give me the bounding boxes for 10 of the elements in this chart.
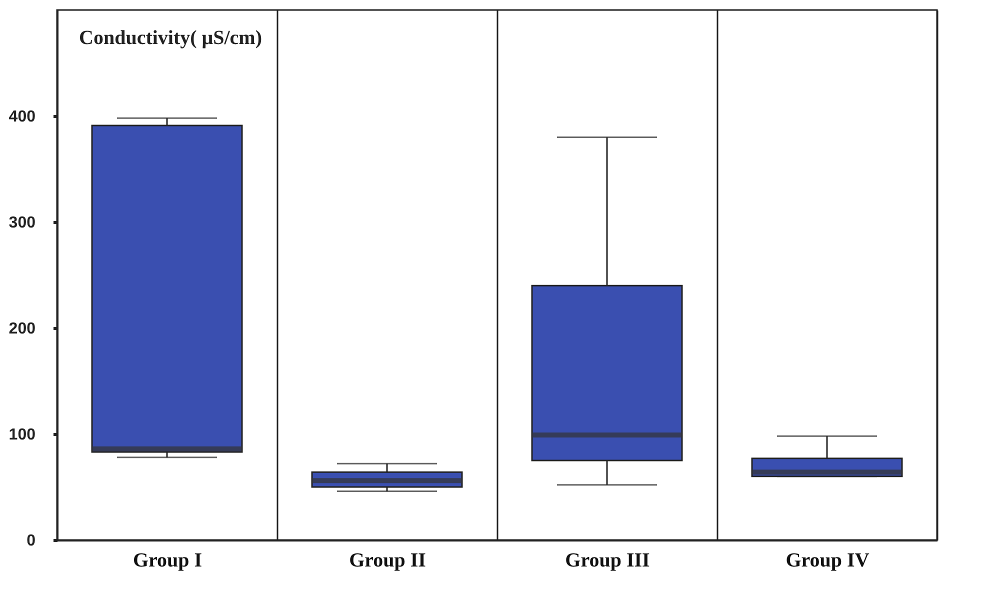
y-tick-label: 300 [8,214,36,232]
x-tick-label: Group III [565,550,650,572]
y-tick-label: 100 [8,426,36,444]
annotation: Conductivity( μS/cm) [79,27,262,49]
x-tick-label: Group IV [786,550,870,572]
x-tick-label: Group I [132,550,202,572]
y-tick-label: 200 [8,320,36,338]
y-tick-label: 0 [26,532,36,550]
x-tick-label: Group II [349,550,426,572]
y-tick-label: 400 [8,108,36,126]
